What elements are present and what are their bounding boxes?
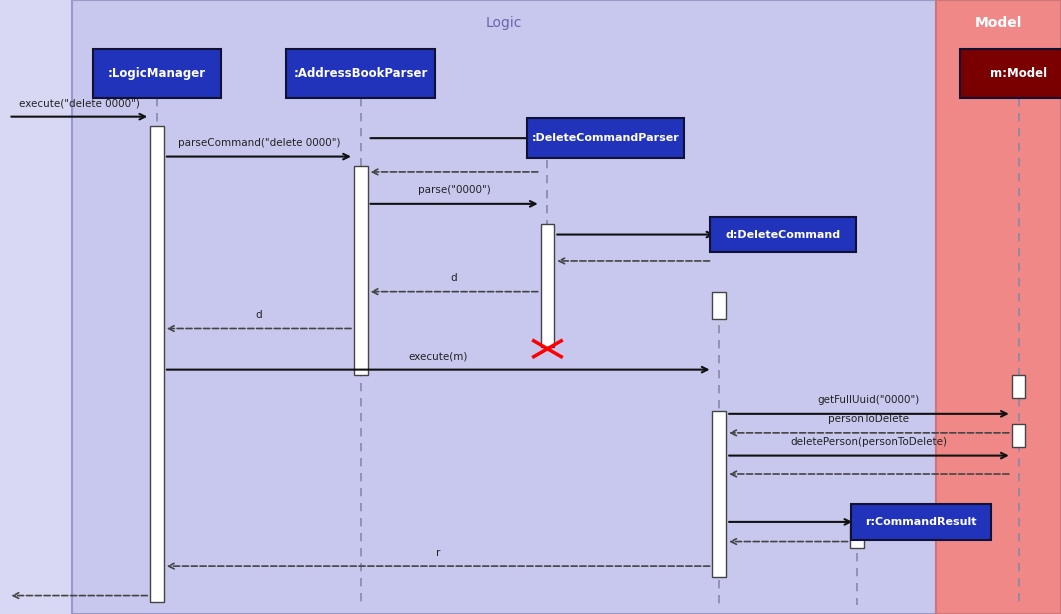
Text: d: d	[256, 310, 262, 320]
Bar	[151, 126, 163, 602]
Text: r: r	[436, 548, 440, 558]
Text: getFullUuid("0000"): getFullUuid("0000")	[818, 395, 920, 405]
Bar	[936, 0, 1061, 614]
Bar	[72, 0, 936, 614]
Text: d: d	[451, 273, 457, 283]
Text: execute(m): execute(m)	[408, 351, 468, 361]
Text: :LogicManager: :LogicManager	[108, 67, 206, 80]
Bar	[354, 166, 368, 375]
Text: parse("0000"): parse("0000")	[418, 185, 490, 195]
Bar	[541, 224, 555, 347]
FancyBboxPatch shape	[960, 49, 1061, 98]
FancyBboxPatch shape	[527, 118, 684, 158]
FancyBboxPatch shape	[286, 49, 435, 98]
Bar	[1012, 424, 1025, 447]
Text: r:CommandResult: r:CommandResult	[865, 517, 977, 527]
FancyBboxPatch shape	[93, 49, 221, 98]
Text: :DeleteCommandParser: :DeleteCommandParser	[532, 133, 680, 143]
Bar	[713, 292, 727, 319]
Text: d:DeleteCommand: d:DeleteCommand	[726, 230, 840, 239]
Text: Model: Model	[975, 16, 1022, 30]
FancyBboxPatch shape	[851, 504, 991, 540]
Text: deletePerson(personToDelete): deletePerson(personToDelete)	[790, 437, 947, 447]
Bar	[1012, 375, 1025, 398]
Text: :AddressBookParser: :AddressBookParser	[294, 67, 428, 80]
Text: parseCommand("delete 0000"): parseCommand("delete 0000")	[177, 138, 341, 148]
FancyBboxPatch shape	[710, 217, 856, 252]
Bar	[713, 411, 727, 577]
Text: personToDelete: personToDelete	[829, 414, 909, 424]
Text: execute("delete 0000"): execute("delete 0000")	[19, 98, 140, 108]
Text: Logic: Logic	[486, 16, 522, 30]
Bar	[851, 526, 864, 548]
Text: m:Model: m:Model	[990, 67, 1047, 80]
